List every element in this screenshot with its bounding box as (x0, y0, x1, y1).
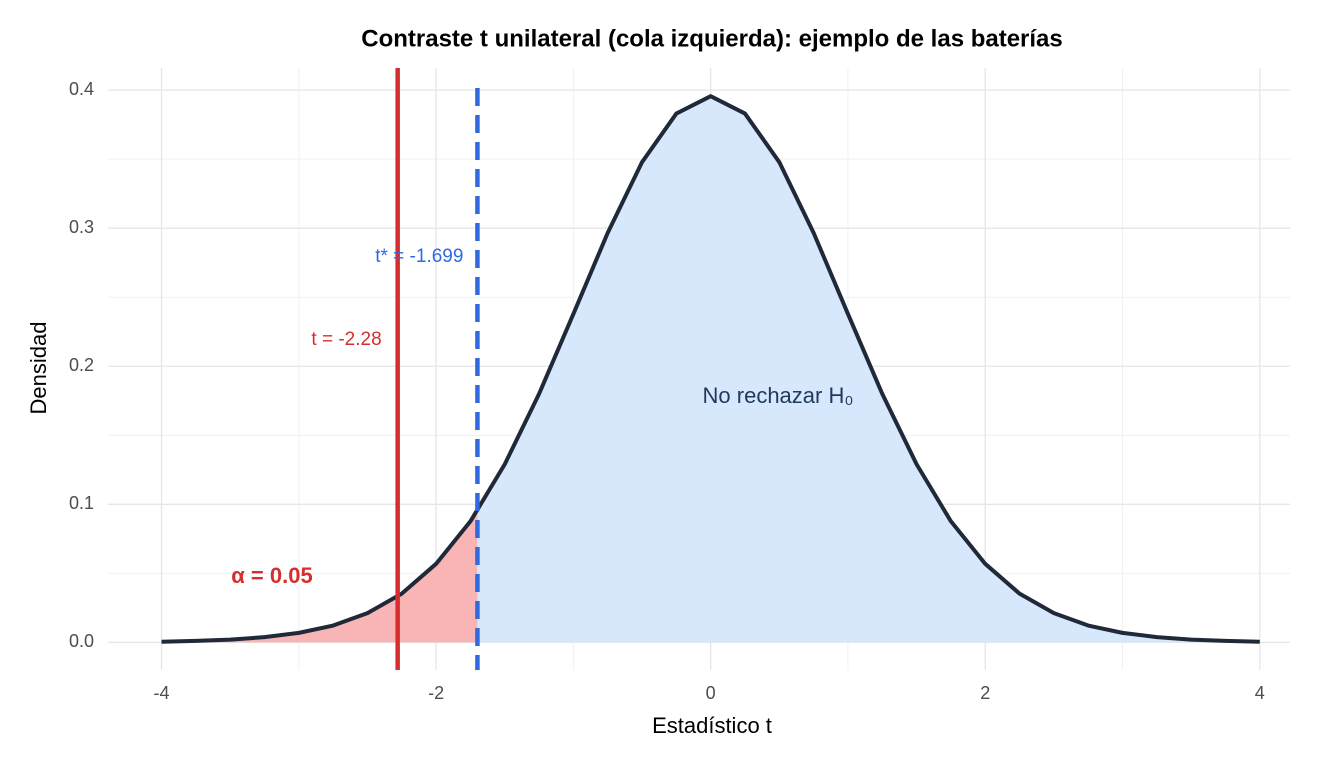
critical-label: t* = -1.699 (375, 246, 463, 267)
y-tick-label: 0.4 (69, 79, 94, 99)
density-curve (161, 94, 1260, 644)
y-tick-label: 0.1 (69, 493, 94, 513)
x-tick-label: 4 (1255, 683, 1265, 703)
acceptance-area (477, 96, 1260, 643)
chart-title: Contraste t unilateral (cola izquierda):… (361, 25, 1063, 52)
x-tick-label: 2 (980, 683, 990, 703)
y-tick-label: 0.2 (69, 355, 94, 375)
rejection-area (161, 509, 478, 643)
alpha-label: α = 0.05 (231, 563, 312, 588)
t-stat-label: t = -2.28 (311, 329, 381, 350)
x-tick-label: -2 (428, 683, 444, 703)
y-tick-label: 0.3 (69, 217, 94, 237)
acceptance-label: No rechazar H₀ (703, 383, 854, 408)
x-tick-label: 0 (706, 683, 716, 703)
x-tick-label: -4 (154, 683, 170, 703)
x-axis-label: Estadístico t (652, 713, 772, 738)
y-tick-label: 0.0 (69, 631, 94, 651)
y-axis-label: Densidad (26, 322, 51, 415)
